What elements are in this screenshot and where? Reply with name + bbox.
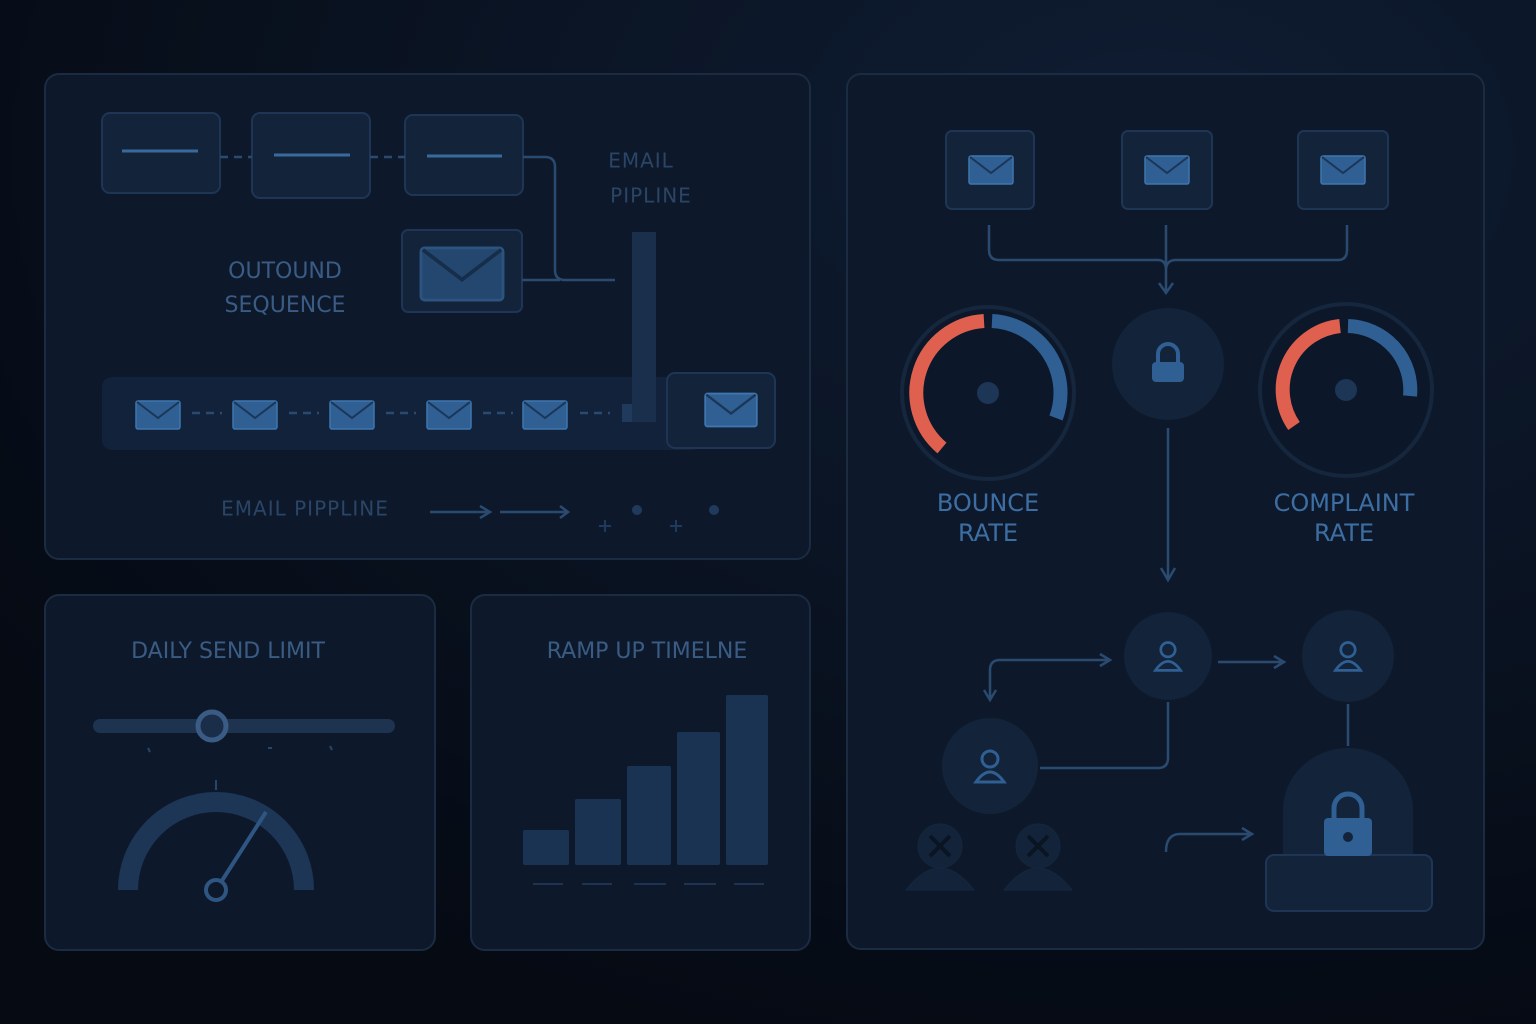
sequence-label: SEQUENCE [225,293,346,318]
email-icon [1144,154,1190,186]
slider-knob [195,709,229,743]
block-marks [928,834,1050,858]
gauge-label: COMPLAINT [1274,489,1415,517]
email-icon [426,400,472,430]
email-icon [329,400,375,430]
vault-base [1265,854,1433,912]
gauge-hub [1335,379,1357,401]
sequence-label: OUTOUND [228,259,342,284]
panel-title: DAILY SEND LIMIT [131,639,325,664]
gauge-red [909,314,985,454]
gauge-hub [977,382,999,404]
connector [523,155,615,282]
ramp-bars [523,695,768,865]
email-icon [232,400,278,430]
vault-dome [1283,748,1413,860]
lock-shackle [1156,342,1180,362]
pipeline-label: PIPLINE [610,184,692,208]
pipeline-label: EMAIL [608,149,674,173]
lock-body [1152,362,1184,382]
email-icon [418,246,506,302]
lock-keyhole [1343,832,1353,842]
strip-node [622,404,632,422]
pipeline-footer: EMAIL PIPPLINE [221,497,389,521]
step-box [101,112,221,194]
gauge-label: RATE [1314,519,1374,547]
arrow [430,504,571,520]
gauge-blue [1347,319,1418,397]
email-icon [704,392,758,428]
email-icon [1320,154,1366,186]
lock-shackle [1331,791,1365,820]
gauge-blue [991,314,1068,421]
down-arrow [1159,428,1177,583]
panel-title: RAMP UP TIMELNE [547,639,747,664]
gauge-needle [214,810,268,892]
merge-connector [987,225,1349,296]
gauge-red [1275,319,1341,430]
dots [599,505,719,532]
flow-connector [1164,826,1255,853]
gauge-label: BOUNCE [937,489,1039,517]
gauge-label: RATE [958,519,1018,547]
divider-bar [632,232,656,422]
flow-connector [982,652,1350,770]
email-icon [968,154,1014,186]
email-icon [522,400,568,430]
email-icon [135,400,181,430]
gauge-hub [204,878,228,902]
slider-ticks [147,745,333,753]
gauge-arc [118,792,314,891]
